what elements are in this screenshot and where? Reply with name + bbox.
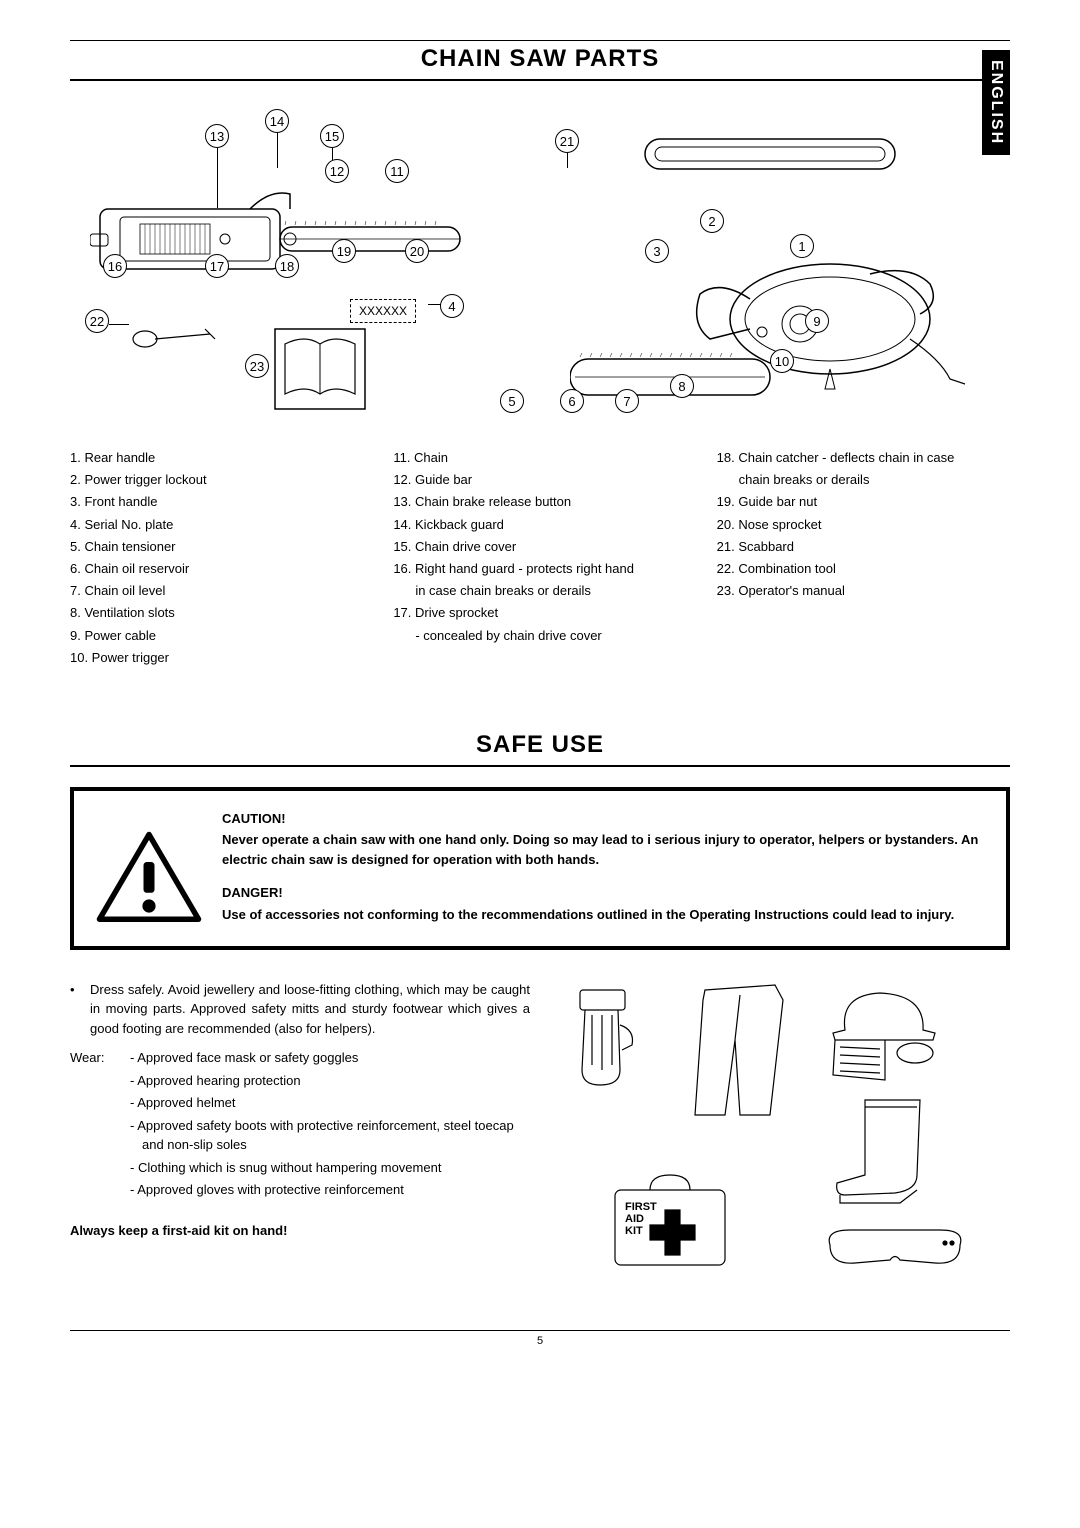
caution-body-1: Never operate a chain saw with one hand …	[222, 830, 986, 869]
parts-list-item: in case chain breaks or derails	[393, 582, 686, 600]
parts-list-item: - concealed by chain drive cover	[393, 627, 686, 645]
wear-list-item: - Approved gloves with protective reinfo…	[130, 1180, 530, 1200]
parts-list-item: 20. Nose sprocket	[717, 516, 1010, 534]
callout-6: 6	[560, 389, 584, 413]
parts-section-title: CHAIN SAW PARTS	[70, 45, 1010, 81]
danger-heading: DANGER!	[222, 883, 986, 903]
parts-column-2: 11. Chain 12. Guide bar 13. Chain brake re…	[393, 449, 686, 671]
callout-7: 7	[615, 389, 639, 413]
safe-use-text: • Dress safely. Avoid jewellery and loos…	[70, 980, 530, 1300]
serial-number-box: XXXXXX	[350, 299, 416, 323]
callout-12: 12	[325, 159, 349, 183]
parts-list-item: 1. Rear handle	[70, 449, 363, 467]
callout-21: 21	[555, 129, 579, 153]
parts-list-item: 11. Chain	[393, 449, 686, 467]
parts-list-item: 23. Operator's manual	[717, 582, 1010, 600]
dress-safely-text: Dress safely. Avoid jewellery and loose-…	[90, 980, 530, 1039]
callout-8: 8	[670, 374, 694, 398]
parts-list-item: 4. Serial No. plate	[70, 516, 363, 534]
warning-triangle-icon	[94, 829, 204, 928]
callout-3: 3	[645, 239, 669, 263]
wear-list-item: - Approved face mask or safety goggles	[130, 1048, 530, 1068]
safety-gear-illustrations: FIRST AID KIT	[550, 980, 1010, 1300]
parts-list-item: 8. Ventilation slots	[70, 604, 363, 622]
callout-13: 13	[205, 124, 229, 148]
parts-list-item: 2. Power trigger lockout	[70, 471, 363, 489]
callout-14: 14	[265, 109, 289, 133]
callout-2: 2	[700, 209, 724, 233]
wear-list-item: - Approved helmet	[130, 1093, 530, 1113]
caution-box: CAUTION! Never operate a chain saw with …	[70, 787, 1010, 950]
parts-list-item: 19. Guide bar nut	[717, 493, 1010, 511]
callout-1: 1	[790, 234, 814, 258]
wear-list-item: - Clothing which is snug without hamperi…	[130, 1158, 530, 1178]
callout-9: 9	[805, 309, 829, 333]
callout-16: 16	[103, 254, 127, 278]
svg-text:KIT: KIT	[625, 1225, 643, 1237]
callout-4: 4	[440, 294, 464, 318]
parts-list-item: 14. Kickback guard	[393, 516, 686, 534]
wear-label: Wear:	[70, 1048, 130, 1203]
chainsaw-diagram: XXXXXX 13 14 15 12 11 16 17 18 19 20 22 …	[70, 99, 1010, 429]
callout-19: 19	[332, 239, 356, 263]
page-number: 5	[70, 1330, 1010, 1347]
chainsaw-main-illustration	[90, 159, 470, 299]
parts-list-item: 17. Drive sprocket	[393, 604, 686, 622]
parts-list-item: chain breaks or derails	[717, 471, 1010, 489]
callout-22: 22	[85, 309, 109, 333]
parts-list: 1. Rear handle 2. Power trigger lockout 3.…	[70, 449, 1010, 671]
safe-use-section-title: SAFE USE	[70, 731, 1010, 767]
parts-list-item: 3. Front handle	[70, 493, 363, 511]
parts-column-1: 1. Rear handle 2. Power trigger lockout 3.…	[70, 449, 363, 671]
parts-list-item: 22. Combination tool	[717, 560, 1010, 578]
wear-list: - Approved face mask or safety goggles - …	[130, 1048, 530, 1203]
parts-list-item: 5. Chain tensioner	[70, 538, 363, 556]
callout-18: 18	[275, 254, 299, 278]
callout-10: 10	[770, 349, 794, 373]
parts-list-item: 10. Power trigger	[70, 649, 363, 667]
parts-list-item: 13. Chain brake release button	[393, 493, 686, 511]
combination-tool-illustration	[130, 324, 220, 354]
callout-23: 23	[245, 354, 269, 378]
parts-list-item: 6. Chain oil reservoir	[70, 560, 363, 578]
wear-list-item: - Approved safety boots with protective …	[130, 1116, 530, 1155]
scabbard-illustration	[640, 129, 900, 179]
parts-column-3: 18. Chain catcher - deflects chain in ca…	[717, 449, 1010, 671]
caution-heading: CAUTION!	[222, 809, 986, 829]
callout-20: 20	[405, 239, 429, 263]
parts-list-item: 18. Chain catcher - deflects chain in ca…	[717, 449, 1010, 467]
svg-text:AID: AID	[625, 1213, 644, 1225]
caution-body-2: Use of accessories not conforming to the…	[222, 905, 986, 925]
manual-illustration	[270, 324, 370, 414]
parts-list-item: 21. Scabbard	[717, 538, 1010, 556]
parts-list-item: 12. Guide bar	[393, 471, 686, 489]
first-aid-note: Always keep a first-aid kit on hand!	[70, 1221, 530, 1241]
svg-text:FIRST: FIRST	[625, 1201, 657, 1213]
callout-11: 11	[385, 159, 409, 183]
bullet-icon: •	[70, 980, 90, 1039]
callout-15: 15	[320, 124, 344, 148]
parts-list-item: 9. Power cable	[70, 627, 363, 645]
callout-17: 17	[205, 254, 229, 278]
callout-5: 5	[500, 389, 524, 413]
parts-list-item: 7. Chain oil level	[70, 582, 363, 600]
wear-list-item: - Approved hearing protection	[130, 1071, 530, 1091]
parts-list-item: 15. Chain drive cover	[393, 538, 686, 556]
parts-list-item: 16. Right hand guard - protects right ha…	[393, 560, 686, 578]
